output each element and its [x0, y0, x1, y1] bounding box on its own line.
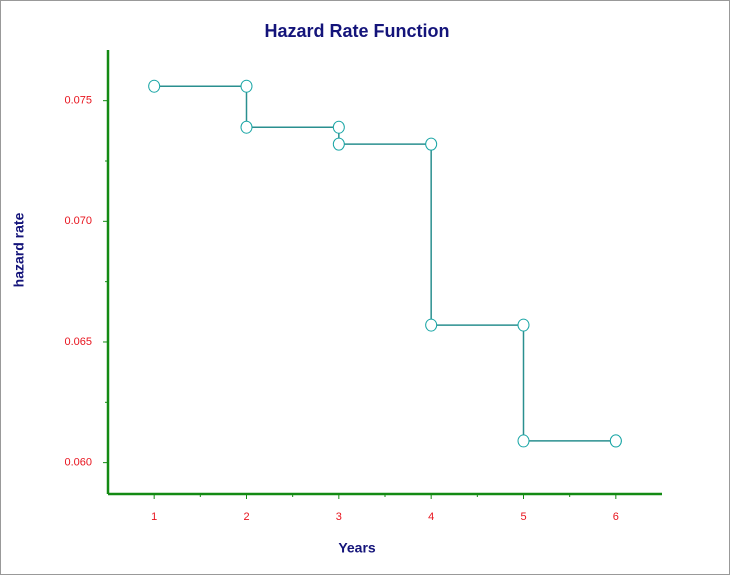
y-tick-label: 0.075: [64, 95, 92, 107]
x-tick-label: 5: [520, 511, 526, 523]
point: [240, 79, 253, 93]
point: [425, 137, 438, 151]
x-tick-label: 6: [613, 511, 619, 523]
point: [609, 434, 622, 448]
point: [148, 79, 161, 93]
point: [517, 434, 530, 448]
point: [240, 120, 253, 134]
x-tick-label: 3: [336, 511, 342, 523]
y-tick-label: 0.070: [64, 215, 92, 227]
x-axis-label: Years: [338, 540, 376, 556]
point: [425, 318, 438, 332]
point: [517, 318, 530, 332]
y-axis-label: hazard rate: [11, 212, 27, 287]
x-tick-label: 4: [428, 511, 434, 523]
chart-title: Hazard Rate Function: [264, 21, 449, 41]
y-tick-label: 0.060: [64, 457, 92, 469]
point: [332, 137, 345, 151]
point: [332, 120, 345, 134]
x-tick-label: 1: [151, 511, 157, 523]
y-tick-label: 0.065: [64, 336, 92, 348]
x-tick-label: 2: [243, 511, 249, 523]
